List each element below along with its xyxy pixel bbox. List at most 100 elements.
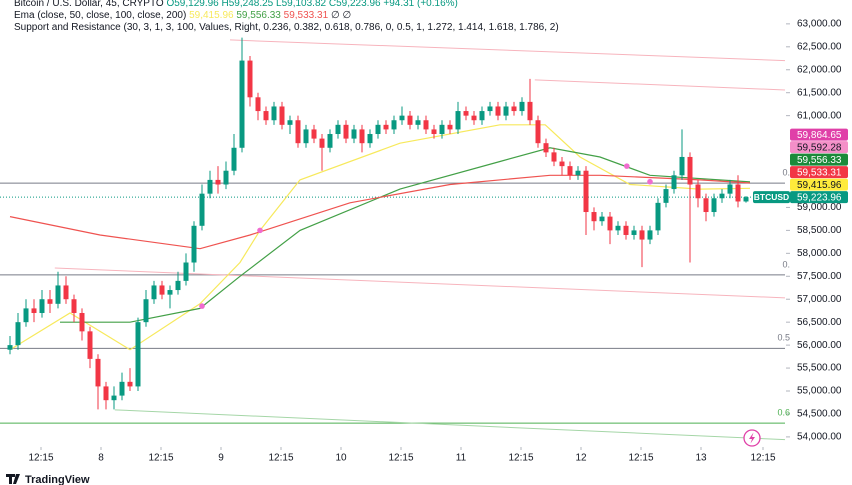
candle-body [15, 322, 21, 346]
logo[interactable]: TradingView [6, 474, 90, 485]
y-tick-label: 54,500.00 [797, 409, 842, 420]
candle-body [679, 156, 685, 176]
y-tick-label: 57,000.00 [797, 294, 842, 305]
y-tick-label: 56,500.00 [797, 317, 842, 328]
candle-body [63, 285, 69, 300]
candle-body [567, 166, 573, 176]
candle-body [239, 60, 245, 148]
candle-body [47, 299, 53, 304]
ema-line [60, 147, 751, 323]
candle-body [39, 299, 45, 313]
candle-body [215, 179, 221, 185]
cross-marker [647, 178, 653, 185]
candle-body [263, 111, 269, 121]
level-label: 0.6 [777, 408, 790, 418]
legend-row: Ema (close, 50, close, 100, close, 200) … [14, 10, 351, 21]
candle-body [711, 198, 717, 213]
x-tick-label: 12:15 [28, 453, 53, 464]
trend-line [114, 409, 786, 441]
legend: Bitcoin / U.S. Dollar, 45, CRYPTO O59,12… [14, 0, 559, 33]
candle-body [479, 111, 485, 121]
legend-row: Bitcoin / U.S. Dollar, 45, CRYPTO O59,12… [14, 0, 458, 9]
price-badge-label: 59,864.65 [797, 130, 842, 141]
candle-body [423, 120, 429, 130]
candle-body [527, 101, 533, 121]
candle-body [719, 193, 725, 199]
x-tick-label: 9 [218, 453, 224, 464]
candle-body [695, 184, 701, 199]
candle-body [223, 170, 229, 185]
candle-body [703, 198, 709, 213]
level-label: 0. [782, 259, 790, 269]
candle-body [503, 106, 509, 116]
candle-body [455, 111, 461, 130]
candle-body [631, 230, 637, 235]
candle-body [311, 129, 317, 139]
y-tick-label: 62,000.00 [797, 64, 842, 75]
candle-body [599, 216, 605, 222]
candle-body [519, 101, 525, 112]
candle-body [191, 225, 197, 263]
candle-body [623, 225, 629, 235]
candle-body [743, 197, 749, 202]
candle-body [727, 184, 733, 194]
trend-line [229, 39, 786, 62]
candle-body [671, 175, 677, 190]
candle-body [175, 280, 181, 291]
candle-body [71, 299, 77, 313]
candle-body [551, 152, 557, 162]
x-tick-label: 13 [695, 453, 707, 464]
candle-body [591, 212, 597, 222]
lightning-icon[interactable] [743, 429, 761, 447]
candle-body [511, 106, 517, 112]
candle-body [359, 129, 365, 144]
trend-line [534, 79, 786, 91]
candle-body [143, 299, 149, 323]
y-tick-label: 61,000.00 [797, 110, 842, 121]
candle-body [655, 202, 661, 231]
y-tick-label: 55,500.00 [797, 363, 842, 374]
candle-body [167, 290, 173, 295]
candle-body [111, 395, 117, 401]
candle-body [471, 115, 477, 121]
candle-body [207, 179, 213, 194]
y-tick-label: 56,000.00 [797, 340, 842, 351]
candle-body [383, 124, 389, 130]
x-tick-label: 12:15 [268, 453, 293, 464]
plot-area [0, 37, 786, 441]
candle-body [31, 308, 37, 313]
candle-body [119, 381, 125, 396]
candle-body [151, 285, 157, 300]
candle-body [95, 358, 101, 387]
candle-body [159, 285, 165, 295]
candle-body [647, 230, 653, 240]
candle-body [231, 147, 237, 171]
y-tick-label: 62,500.00 [797, 41, 842, 52]
symbol-badge [753, 191, 790, 204]
legend-row: Support and Resistance (30, 3, 1, 3, 100… [14, 22, 559, 33]
candle-body [535, 120, 541, 144]
price-badge-label: 59,223.96 [797, 192, 842, 203]
candle-body [575, 170, 581, 176]
candle-body [663, 189, 669, 203]
candle-body [295, 120, 301, 144]
candle-body [391, 120, 397, 130]
candle-body [431, 129, 437, 135]
y-tick-label: 59,000.00 [797, 202, 842, 213]
x-tick-label: 8 [98, 453, 104, 464]
candle-body [543, 143, 549, 153]
price-badge [790, 191, 848, 204]
candle-body [615, 225, 621, 231]
price-badge [790, 178, 848, 191]
price-badge [790, 166, 848, 179]
legend-item: 59,415.96 [189, 10, 234, 21]
legend-item: 59,556.33 [236, 10, 281, 21]
legend-item: Support and Resistance (30, 3, 1, 3, 100… [14, 22, 559, 33]
legend-item: Ema (close, 50, close, 100, close, 200) [14, 10, 186, 21]
candle-body [55, 285, 61, 304]
legend-item: +94.31 (+0.16%) [383, 0, 458, 9]
y-tick-label: 55,000.00 [797, 386, 842, 397]
candle-body [319, 138, 325, 148]
legend-item: H59,248.25 [222, 0, 274, 9]
